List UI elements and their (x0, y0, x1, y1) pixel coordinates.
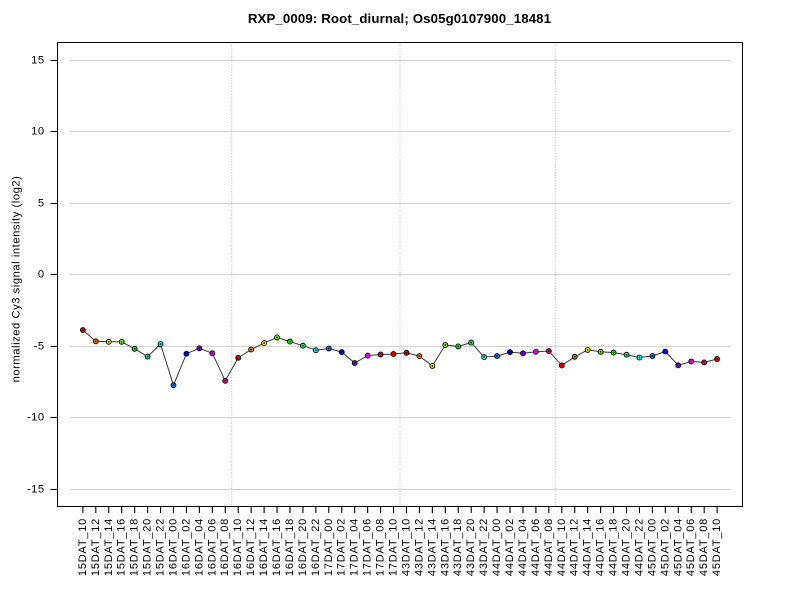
svg-text:15DAT_22: 15DAT_22 (155, 518, 167, 576)
svg-text:44DAT_12: 44DAT_12 (569, 518, 581, 576)
svg-text:17DAT_10: 17DAT_10 (388, 518, 400, 576)
svg-text:15DAT_14: 15DAT_14 (103, 518, 115, 576)
svg-text:16DAT_14: 16DAT_14 (258, 518, 270, 576)
svg-text:44DAT_10: 44DAT_10 (556, 518, 568, 576)
svg-text:44DAT_00: 44DAT_00 (491, 518, 503, 576)
svg-text:44DAT_06: 44DAT_06 (530, 518, 542, 576)
svg-text:17DAT_04: 17DAT_04 (349, 518, 361, 576)
svg-text:16DAT_22: 16DAT_22 (310, 518, 322, 576)
svg-text:43DAT_16: 43DAT_16 (439, 518, 451, 576)
svg-text:16DAT_02: 16DAT_02 (180, 518, 192, 576)
svg-text:45DAT_00: 45DAT_00 (646, 518, 658, 576)
svg-text:16DAT_10: 16DAT_10 (232, 518, 244, 576)
svg-text:43DAT_12: 43DAT_12 (413, 518, 425, 576)
svg-text:15DAT_12: 15DAT_12 (90, 518, 102, 576)
svg-text:45DAT_04: 45DAT_04 (672, 518, 684, 576)
svg-text:5: 5 (38, 198, 45, 210)
svg-text:16DAT_08: 16DAT_08 (219, 518, 231, 576)
svg-text:44DAT_14: 44DAT_14 (582, 518, 594, 576)
svg-text:44DAT_20: 44DAT_20 (621, 518, 633, 576)
svg-text:43DAT_22: 43DAT_22 (478, 518, 490, 576)
svg-text:-15: -15 (27, 484, 45, 496)
svg-text:43DAT_10: 43DAT_10 (400, 518, 412, 576)
svg-text:43DAT_18: 43DAT_18 (452, 518, 464, 576)
svg-text:15DAT_16: 15DAT_16 (116, 518, 128, 576)
svg-text:10: 10 (31, 126, 44, 138)
svg-text:45DAT_10: 45DAT_10 (711, 518, 723, 576)
svg-text:17DAT_08: 17DAT_08 (375, 518, 387, 576)
svg-text:15DAT_18: 15DAT_18 (129, 518, 141, 576)
svg-text:-5: -5 (34, 341, 45, 353)
svg-text:44DAT_16: 44DAT_16 (595, 518, 607, 576)
svg-text:16DAT_00: 16DAT_00 (167, 518, 179, 576)
svg-text:16DAT_16: 16DAT_16 (271, 518, 283, 576)
svg-text:-10: -10 (27, 412, 45, 424)
svg-text:44DAT_08: 44DAT_08 (543, 518, 555, 576)
svg-text:16DAT_04: 16DAT_04 (193, 518, 205, 576)
svg-text:16DAT_06: 16DAT_06 (206, 518, 218, 576)
svg-text:45DAT_02: 45DAT_02 (659, 518, 671, 576)
svg-text:16DAT_18: 16DAT_18 (284, 518, 296, 576)
svg-text:44DAT_02: 44DAT_02 (504, 518, 516, 576)
svg-text:43DAT_14: 43DAT_14 (426, 518, 438, 576)
svg-text:17DAT_00: 17DAT_00 (323, 518, 335, 576)
svg-text:43DAT_20: 43DAT_20 (465, 518, 477, 576)
svg-text:15DAT_20: 15DAT_20 (142, 518, 154, 576)
svg-text:44DAT_18: 44DAT_18 (608, 518, 620, 576)
svg-text:45DAT_06: 45DAT_06 (685, 518, 697, 576)
svg-text:44DAT_22: 44DAT_22 (633, 518, 645, 576)
svg-text:17DAT_06: 17DAT_06 (362, 518, 374, 576)
svg-text:15DAT_10: 15DAT_10 (77, 518, 89, 576)
svg-text:normalized Cy3 signal intensit: normalized Cy3 signal intensity (log2) (11, 176, 23, 383)
svg-text:17DAT_02: 17DAT_02 (336, 518, 348, 576)
svg-text:16DAT_12: 16DAT_12 (245, 518, 257, 576)
svg-text:16DAT_20: 16DAT_20 (297, 518, 309, 576)
svg-text:44DAT_04: 44DAT_04 (517, 518, 529, 576)
svg-text:0: 0 (38, 269, 45, 281)
svg-text:45DAT_08: 45DAT_08 (698, 518, 710, 576)
svg-text:RXP_0009: Root_diurnal; Os05g0: RXP_0009: Root_diurnal; Os05g0107900_184… (248, 11, 551, 26)
svg-text:15: 15 (31, 55, 44, 67)
